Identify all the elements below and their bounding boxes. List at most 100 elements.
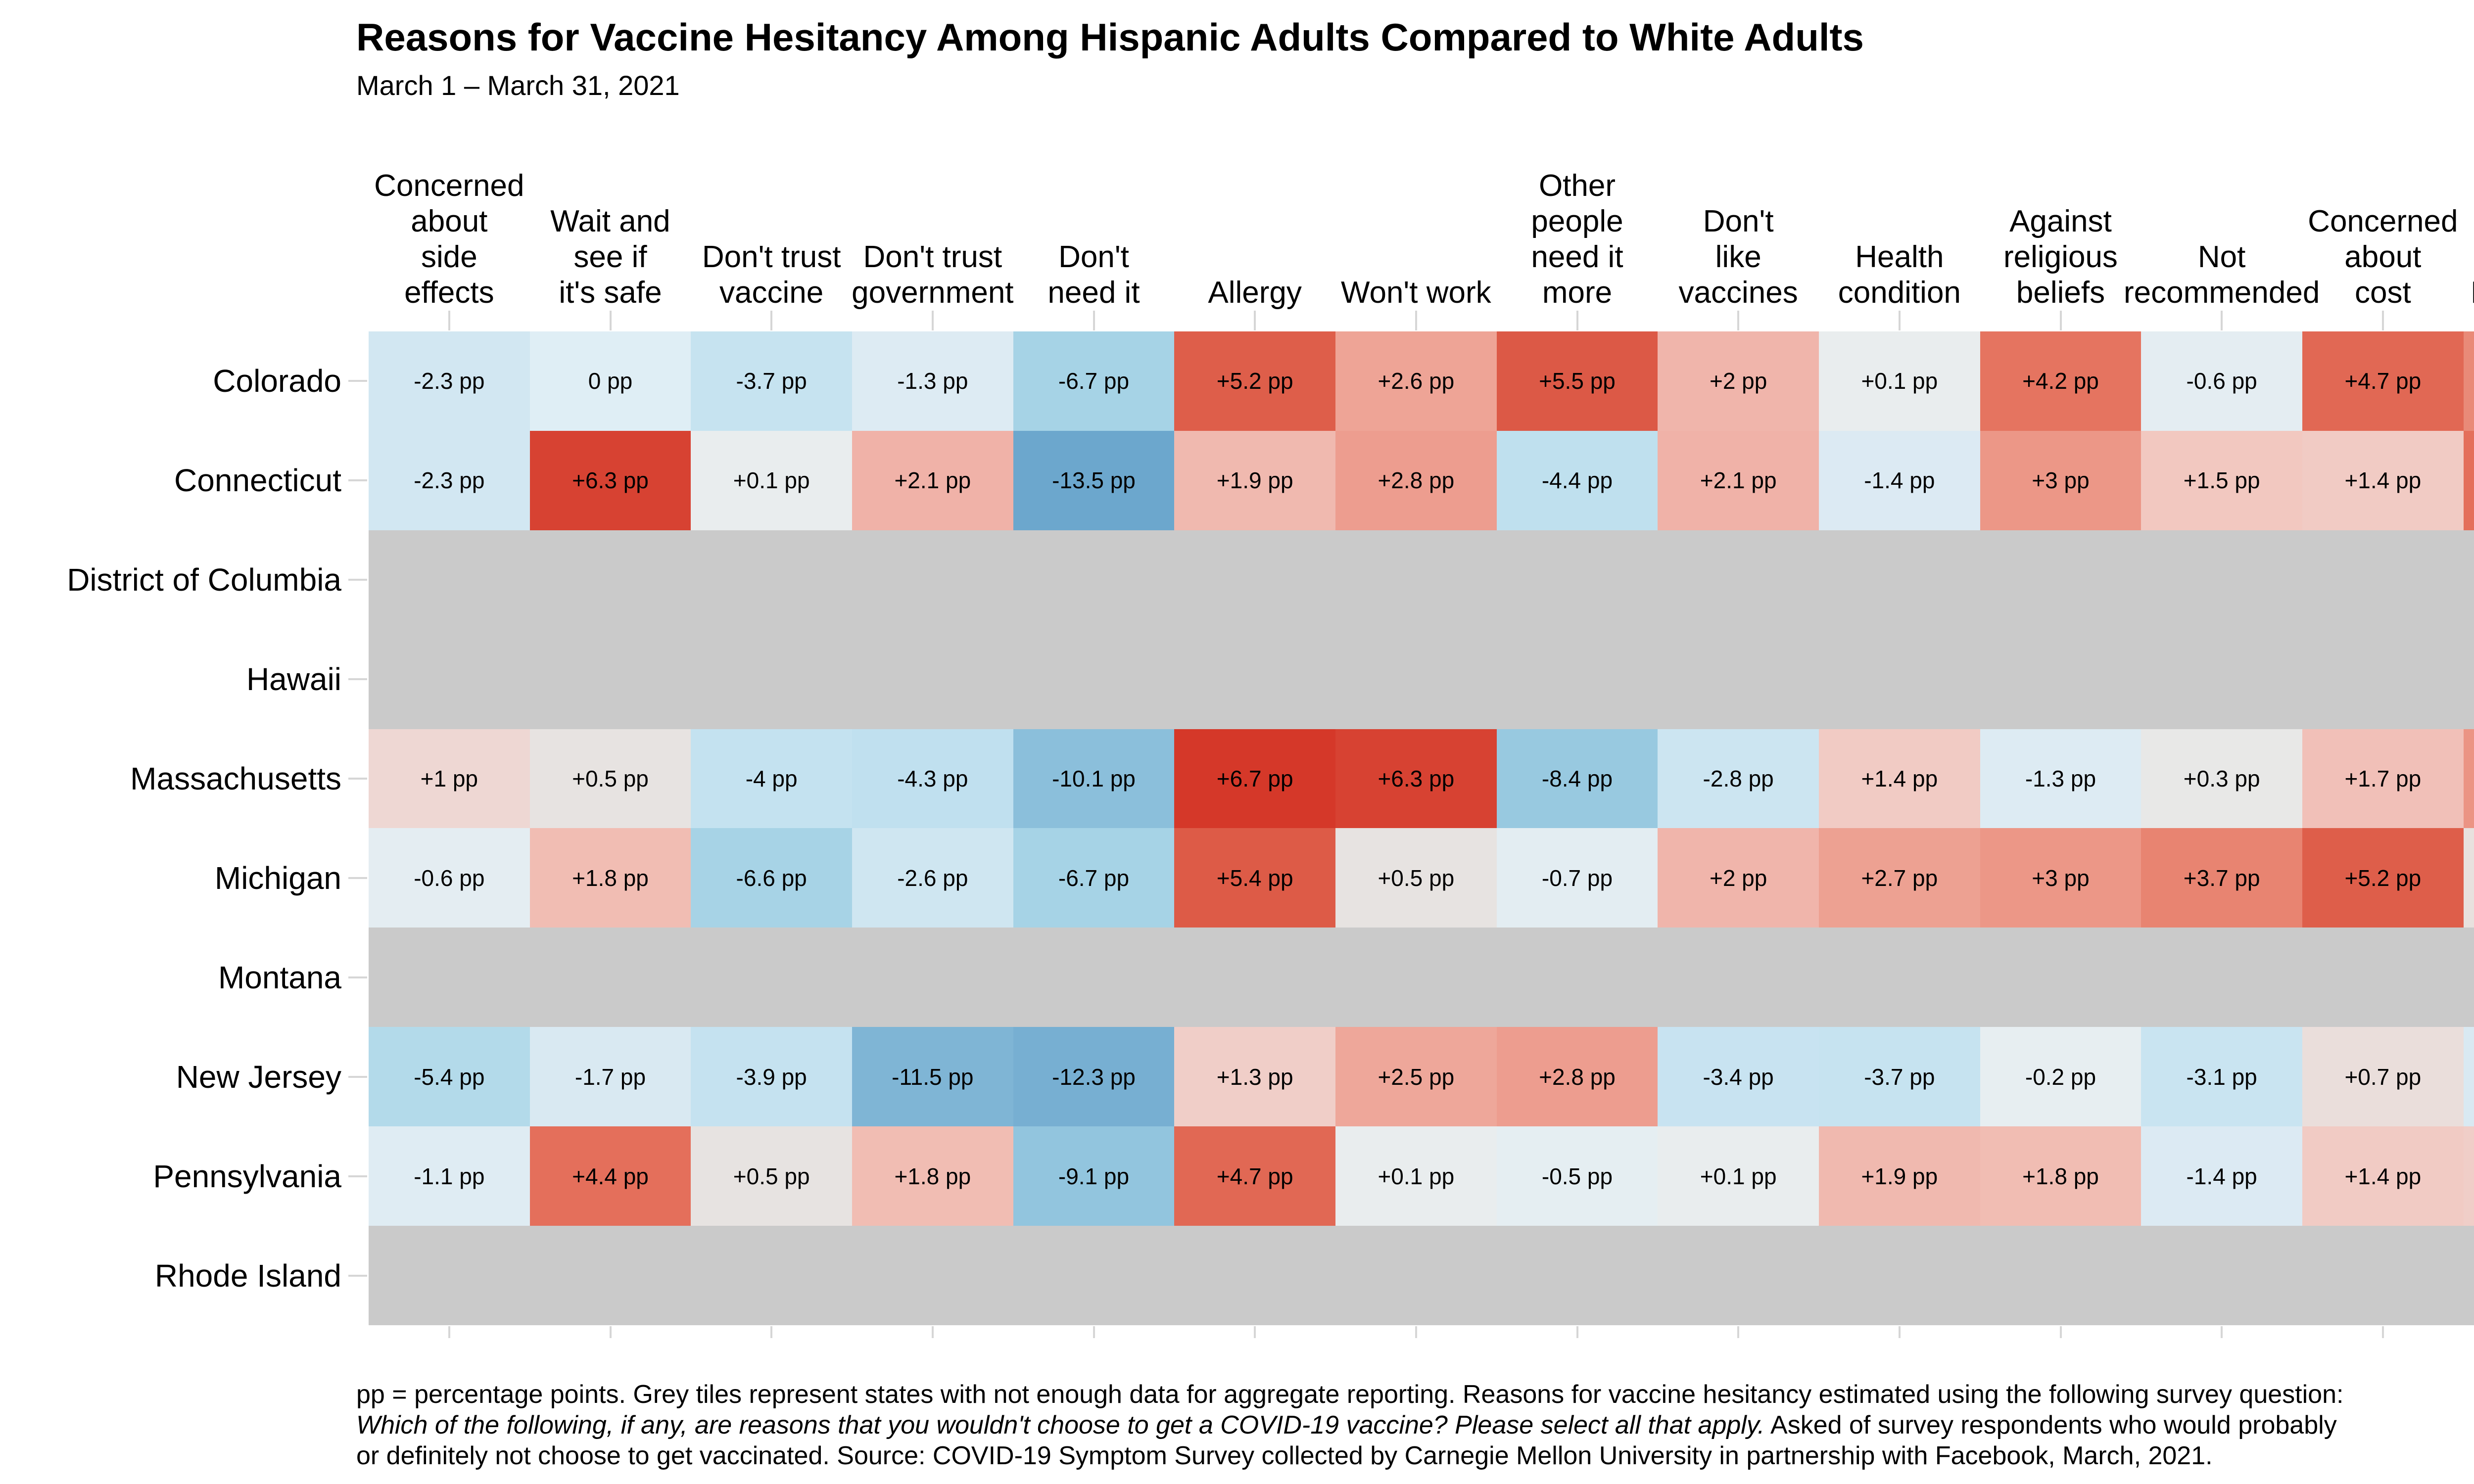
heatmap-cell: [1658, 1226, 1819, 1325]
heatmap-cell: [691, 629, 852, 729]
heatmap-cell: +4.2 pp: [1980, 331, 2141, 431]
axis-tick: [348, 976, 367, 978]
axis-tick: [448, 1326, 450, 1338]
heatmap-cell: +2.8 pp: [1335, 430, 1497, 530]
axis-tick: [2221, 311, 2223, 330]
heatmap-cell: +3.1 pp: [2463, 729, 2474, 829]
heatmap-cell: [852, 1226, 1013, 1325]
heatmap-cell: -4.3 pp: [852, 729, 1013, 829]
column-header: Concerned about side effects: [374, 169, 524, 310]
heatmap-cell: -1.1 pp: [369, 1126, 530, 1226]
heatmap-cell: +1.9 pp: [1818, 1126, 1980, 1226]
heatmap-cell: [1174, 629, 1335, 729]
heatmap-cell: -6.6 pp: [691, 828, 852, 928]
axis-tick: [1898, 1326, 1901, 1338]
heatmap-cell: [1658, 629, 1819, 729]
heatmap-cell: -1.4 pp: [2141, 1126, 2302, 1226]
heatmap-cell: +1.3 pp: [2463, 1126, 2474, 1226]
heatmap-cell: +1 pp: [369, 729, 530, 829]
axis-tick: [1093, 311, 1095, 330]
heatmap-cell: +4.4 pp: [2463, 430, 2474, 530]
heatmap-cell: [2141, 530, 2302, 630]
heatmap-cell: +1.4 pp: [2302, 1126, 2464, 1226]
axis-tick: [2059, 1326, 2062, 1338]
heatmap-cell: [1980, 928, 2141, 1027]
heatmap-cell: +5.4 pp: [1174, 828, 1335, 928]
heatmap-cell: [1818, 928, 1980, 1027]
heatmap-cell: [1980, 629, 2141, 729]
footnote-text: Asked of survey respondents who would pr…: [1764, 1411, 2337, 1439]
heatmap-cell: [2302, 1226, 2464, 1325]
heatmap-cell: [691, 1226, 852, 1325]
axis-tick: [1576, 1326, 1578, 1338]
row-label: Colorado: [213, 363, 341, 399]
heatmap-cell: -2.3 pp: [369, 430, 530, 530]
footnote-line: Which of the following, if any, are reas…: [356, 1410, 2343, 1440]
heatmap-cell: -0.2 pp: [1980, 1027, 2141, 1127]
heatmap-cell: +6.3 pp: [1335, 729, 1497, 829]
heatmap-cell: +4.7 pp: [2302, 331, 2464, 431]
row-label: Hawaii: [246, 661, 341, 697]
heatmap-cell: [369, 928, 530, 1027]
axis-tick: [348, 479, 367, 482]
heatmap-cell: [1013, 928, 1175, 1027]
heatmap-cell: -3.1 pp: [2141, 1027, 2302, 1127]
heatmap-cell: +1.9 pp: [1174, 430, 1335, 530]
heatmap-cell: -1.3 pp: [1980, 729, 2141, 829]
heatmap-cell: [2141, 1226, 2302, 1325]
heatmap-cell: [2463, 629, 2474, 729]
heatmap-cell: +2.6 pp: [1335, 331, 1497, 431]
column-header: Pregnancy: [2464, 137, 2474, 311]
column-header: Won't work: [1341, 276, 1491, 310]
heatmap-cell: [1496, 928, 1658, 1027]
heatmap-cell: +2.5 pp: [1335, 1027, 1497, 1127]
heatmap-cell: +2.7 pp: [1818, 828, 1980, 928]
heatmap-cell: [1818, 629, 1980, 729]
heatmap-cell: [2302, 928, 2464, 1027]
heatmap-cell: [1013, 629, 1175, 729]
heatmap-cell: -0.7 pp: [1496, 828, 1658, 928]
row-label: District of Columbia: [67, 562, 341, 598]
heatmap-cell: [529, 928, 691, 1027]
heatmap-cell: -6.7 pp: [1013, 828, 1175, 928]
axis-tick: [348, 1075, 367, 1078]
row-label: Michigan: [214, 860, 341, 896]
heatmap-cell: +1.8 pp: [1980, 1126, 2141, 1226]
row-label: Montana: [218, 959, 341, 995]
heatmap-cell: +0.6 pp: [2463, 828, 2474, 928]
row-label: Pennsylvania: [153, 1158, 341, 1194]
axis-tick: [609, 311, 612, 330]
heatmap-cell: -2.6 pp: [852, 828, 1013, 928]
heatmap-cell: +2.1 pp: [1658, 430, 1819, 530]
heatmap-cell: -1.7 pp: [2463, 1027, 2474, 1127]
heatmap-cell: [1496, 530, 1658, 630]
heatmap-cell: [1174, 530, 1335, 630]
column-header: Don't trust vaccine: [702, 240, 841, 310]
heatmap-cell: [2141, 629, 2302, 729]
heatmap-cell: +0.1 pp: [1818, 331, 1980, 431]
heatmap-cell: +0.1 pp: [1335, 1126, 1497, 1226]
axis-tick: [1737, 311, 1740, 330]
row-label: New Jersey: [176, 1059, 341, 1095]
column-header: Other people need it more: [1531, 169, 1623, 310]
heatmap-cell: -12.3 pp: [1013, 1027, 1175, 1127]
column-header: Wait and see if it's safe: [550, 204, 670, 310]
column-header: Don't trust government: [852, 240, 1014, 310]
footnote-text: or definitely not choose to get vaccinat…: [356, 1441, 2213, 1470]
heatmap-cell: +5.2 pp: [1174, 331, 1335, 431]
heatmap-cell: +0.1 pp: [691, 430, 852, 530]
axis-tick: [2059, 311, 2062, 330]
heatmap-cell: +5.5 pp: [1496, 331, 1658, 431]
footnote-survey-question: Which of the following, if any, are reas…: [356, 1411, 1765, 1439]
heatmap-cell: +6.7 pp: [1174, 729, 1335, 829]
heatmap-cell: +3 pp: [1980, 430, 2141, 530]
heatmap-cell: +0.1 pp: [1658, 1126, 1819, 1226]
heatmap-cell: [1174, 1226, 1335, 1325]
heatmap-cell: 0 pp: [529, 331, 691, 431]
axis-tick: [1415, 311, 1417, 330]
column-header: Concerned about cost: [2308, 204, 2458, 310]
heatmap-cell: [1013, 530, 1175, 630]
heatmap-cell: -1.3 pp: [852, 331, 1013, 431]
heatmap-cell: +3 pp: [1980, 828, 2141, 928]
